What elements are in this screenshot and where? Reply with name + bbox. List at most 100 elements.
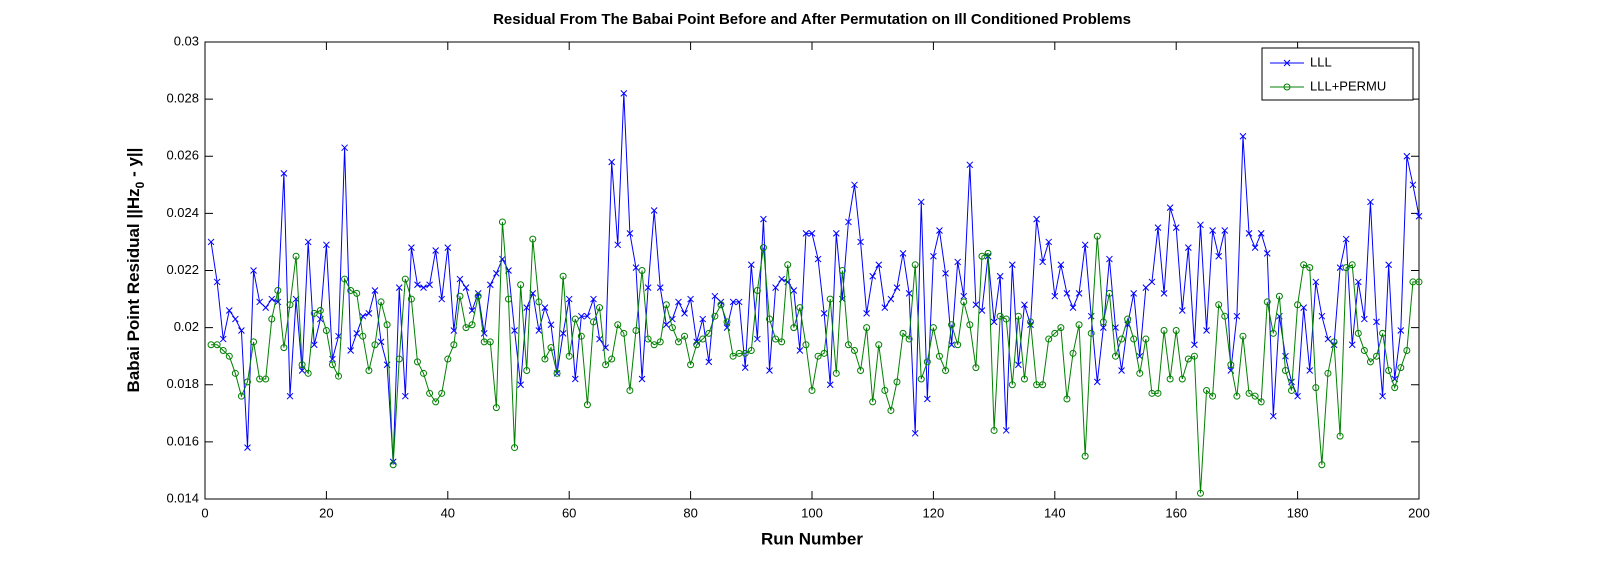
point-marker (1385, 261, 1393, 269)
point-marker (450, 341, 458, 349)
point-marker (219, 346, 227, 354)
point-marker (353, 329, 361, 337)
point-marker (1172, 224, 1180, 232)
point-marker (681, 309, 688, 317)
point-marker (996, 312, 1004, 320)
point-marker (893, 378, 901, 386)
point-marker (547, 344, 555, 352)
x-tick-label: 120 (923, 505, 945, 520)
point-marker (917, 198, 925, 206)
point-marker (1397, 364, 1405, 372)
point-marker (1051, 329, 1059, 337)
point-marker (1081, 452, 1089, 460)
point-marker (438, 295, 446, 303)
point-marker (1245, 389, 1253, 397)
point-marker (1294, 301, 1302, 309)
point-marker (1403, 346, 1411, 354)
point-marker (747, 346, 755, 354)
point-marker (747, 261, 755, 269)
point-marker (656, 284, 664, 291)
point-marker (845, 218, 852, 226)
point-marker (857, 366, 865, 374)
point-marker (1063, 395, 1071, 403)
point-marker (541, 355, 549, 363)
point-marker (826, 381, 834, 389)
point-marker (857, 238, 864, 246)
point-marker (1282, 352, 1289, 360)
point-marker (699, 335, 707, 343)
point-marker (1373, 352, 1381, 360)
point-marker (1069, 349, 1077, 357)
point-marker (674, 338, 682, 346)
point-marker (1348, 341, 1356, 349)
point-marker (766, 367, 773, 374)
point-marker (238, 327, 245, 334)
point-marker (304, 238, 312, 246)
point-marker (401, 275, 409, 283)
point-marker (1269, 329, 1277, 337)
y-tick-label: 0.028 (166, 91, 199, 106)
point-marker (420, 284, 427, 291)
point-marker (323, 241, 330, 249)
point-marker (923, 395, 931, 403)
point-marker (741, 349, 749, 357)
point-marker (668, 324, 676, 332)
point-marker (286, 392, 294, 400)
point-marker (1263, 250, 1271, 257)
point-marker (1136, 369, 1144, 377)
point-marker (675, 298, 682, 306)
point-marker (1373, 318, 1380, 326)
point-marker (1093, 378, 1101, 386)
point-marker (231, 369, 239, 377)
point-marker (1379, 392, 1386, 400)
x-tick-label: 80 (683, 505, 697, 520)
point-marker (1415, 278, 1423, 286)
chart-title: Residual From The Babai Point Before and… (493, 11, 1131, 28)
point-marker (456, 275, 464, 283)
point-marker (347, 347, 355, 354)
point-marker (1415, 212, 1423, 220)
point-marker (1021, 301, 1028, 309)
point-marker (1300, 261, 1308, 269)
point-marker (1239, 132, 1247, 140)
point-marker (347, 286, 355, 294)
point-marker (863, 324, 871, 332)
point-marker (1075, 289, 1083, 297)
point-marker (322, 326, 330, 334)
point-marker (772, 335, 780, 343)
point-marker (923, 358, 931, 366)
point-marker (1354, 329, 1362, 337)
point-marker (875, 261, 883, 269)
point-marker (644, 284, 652, 291)
point-marker (832, 369, 840, 377)
point-marker (420, 369, 428, 377)
point-marker (972, 301, 980, 309)
point-marker (1045, 238, 1053, 246)
point-marker (820, 349, 828, 357)
point-marker (268, 295, 276, 303)
x-tick-label: 20 (319, 505, 333, 520)
point-marker (1348, 261, 1356, 269)
point-marker (359, 312, 367, 320)
point-marker (499, 255, 506, 263)
point-marker (371, 287, 379, 294)
point-marker (790, 287, 798, 294)
point-marker (887, 406, 895, 414)
point-marker (820, 309, 828, 317)
point-marker (371, 341, 379, 349)
point-marker (1112, 352, 1119, 360)
point-marker (365, 366, 373, 374)
point-marker (1324, 369, 1332, 377)
point-marker (850, 346, 858, 354)
point-marker (590, 295, 597, 303)
point-marker (359, 332, 367, 340)
point-marker (1178, 307, 1186, 314)
y-axis-label-subscript: 0 (133, 181, 147, 188)
point-marker (1166, 375, 1174, 383)
point-marker (790, 324, 798, 332)
point-marker (1330, 338, 1338, 346)
x-tick-label: 140 (1044, 505, 1066, 520)
point-marker (911, 261, 919, 269)
